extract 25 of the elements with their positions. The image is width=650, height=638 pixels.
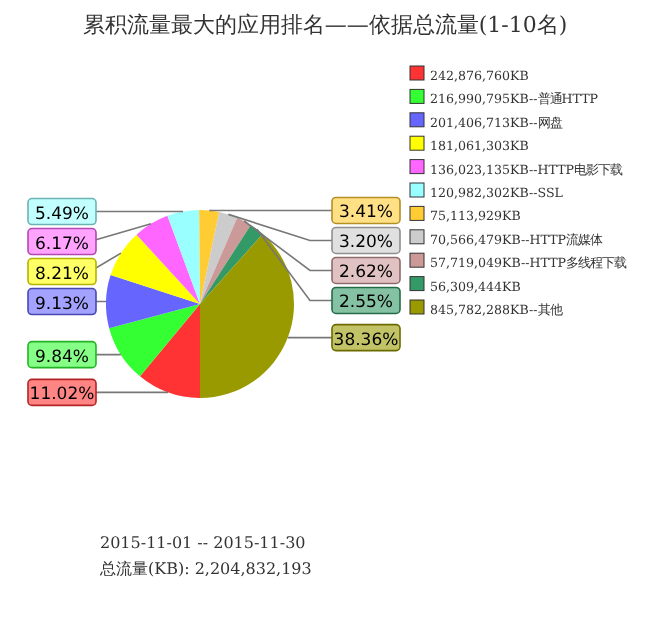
pie-slice (136, 215, 200, 304)
data-label: 38.36% (333, 330, 399, 351)
pie-slice (109, 304, 200, 377)
data-label: 11.02% (29, 385, 95, 406)
pie-slice (200, 217, 251, 304)
chart-title: 累积流量最大的应用排名——依据总流量(1-10名) (82, 12, 568, 38)
data-label: 3.41% (338, 203, 394, 224)
data-label: 2.62% (338, 263, 394, 284)
data-label: 3.20% (338, 233, 394, 254)
data-label: 8.21% (34, 264, 90, 285)
pie-slice (167, 210, 200, 304)
data-label: 9.13% (34, 294, 90, 315)
text: 总流量(KB): 2,204,832,193 (98, 560, 312, 578)
pie-slice (200, 234, 294, 398)
data-label: 5.49% (34, 204, 90, 225)
data-label: 6.17% (34, 234, 90, 255)
pie-slice (110, 234, 200, 304)
pie-slice (200, 224, 263, 304)
pie-slice (199, 210, 220, 304)
pie-slice (139, 304, 200, 398)
pie-slice (200, 211, 238, 304)
text: 2015-11-01 -- 2015-11-30 (100, 534, 306, 552)
data-label: 9.84% (34, 347, 90, 368)
data-label: 2.55% (338, 293, 394, 314)
pie-slice (106, 275, 200, 329)
